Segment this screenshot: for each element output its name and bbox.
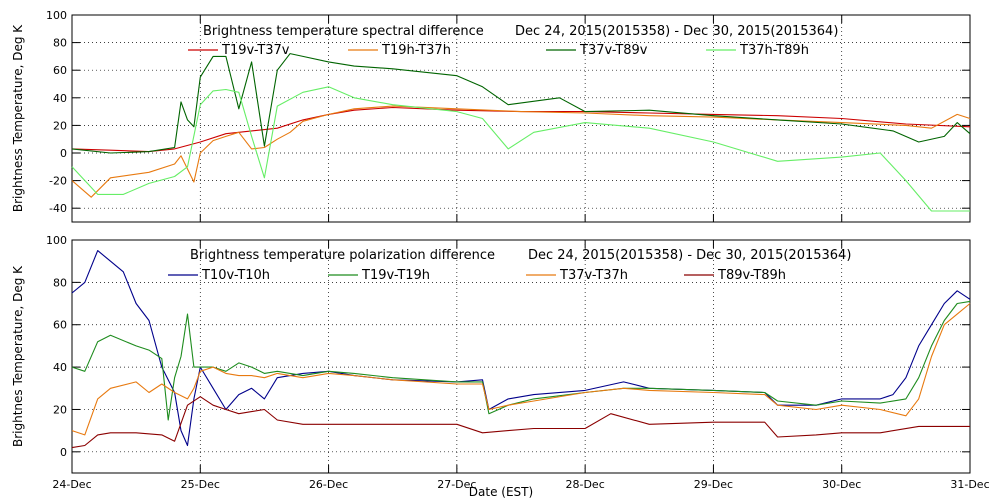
grid-lines bbox=[71, 14, 971, 222]
x-axis-label: Date (EST) bbox=[469, 485, 533, 499]
series-lines bbox=[71, 250, 971, 449]
y-tick-label: 60 bbox=[53, 319, 67, 332]
legend-label: T19v-T19h bbox=[361, 268, 430, 283]
x-tick-labels: 24-Dec 25-Dec 26-Dec 27-Dec 28-Dec 29-Dec 30-D… bbox=[52, 478, 989, 491]
plot-frame bbox=[71, 239, 971, 474]
series-line-t37h-t89h bbox=[71, 86, 970, 212]
y-tick-label: 0 bbox=[60, 147, 67, 160]
chart-title: Brightness temperature polarization diff… bbox=[190, 248, 495, 263]
series-lines bbox=[71, 53, 971, 212]
polarization-difference-panel: 0 20 40 60 80 100 24-Dec 25-Dec 26-Dec 27-Dec 28-… bbox=[11, 234, 990, 499]
x-tick-label: 27-Dec bbox=[437, 478, 476, 491]
y-axis-label: Brightnes Temperature, Deg K bbox=[11, 265, 25, 447]
y-tick-label: 40 bbox=[53, 361, 67, 374]
x-tick-label: 24-Dec bbox=[52, 478, 91, 491]
legend-label: T19h-T37h bbox=[381, 43, 451, 58]
legend-label: T37v-T37h bbox=[559, 268, 628, 283]
y-tick-label: 100 bbox=[46, 9, 67, 22]
x-tick-label: 30-Dec bbox=[822, 478, 861, 491]
y-tick-label: 80 bbox=[53, 37, 67, 50]
spectral-difference-panel: -40 -20 0 20 40 60 80 100 T19v-T37v T19h-T37h T37… bbox=[11, 9, 971, 223]
x-tick-label: 31-Dec bbox=[950, 478, 989, 491]
y-tick-label: 20 bbox=[53, 119, 67, 132]
legend-label: T10v-T10h bbox=[201, 268, 270, 283]
date-range-label: Dec 24, 2015(2015358) - Dec 30, 2015(201… bbox=[528, 248, 851, 263]
series-line-t37v-t37h bbox=[71, 303, 971, 436]
legend: T19v-T37v T19h-T37h T37v-T89v T37h-T89h bbox=[188, 43, 809, 58]
y-tick-labels: -40 -20 0 20 40 60 80 100 bbox=[46, 9, 67, 215]
y-tick-label: -40 bbox=[49, 202, 67, 215]
y-axis-label: Brightness Temperature, Deg K bbox=[11, 24, 25, 212]
series-line-t19h-t37h bbox=[71, 105, 971, 198]
x-tick-label: 25-Dec bbox=[181, 478, 220, 491]
series-line-t89v-t89h bbox=[71, 396, 970, 449]
grid-lines bbox=[71, 239, 971, 473]
y-tick-label: 20 bbox=[53, 403, 67, 416]
y-tick-label: 0 bbox=[60, 446, 67, 459]
x-tick-label: 29-Dec bbox=[694, 478, 733, 491]
y-tick-label: 40 bbox=[53, 92, 67, 105]
legend-label: T19v-T37v bbox=[221, 43, 290, 58]
y-tick-label: 100 bbox=[46, 234, 67, 247]
legend-label: T37v-T89v bbox=[579, 43, 648, 58]
legend-label: T89v-T89h bbox=[717, 268, 786, 283]
y-tick-labels: 0 20 40 60 80 100 bbox=[46, 234, 67, 459]
y-tick-label: 80 bbox=[53, 276, 67, 289]
x-tick-label: 28-Dec bbox=[566, 478, 605, 491]
y-tick-label: 60 bbox=[53, 64, 67, 77]
series-line-t19v-t37v bbox=[71, 106, 971, 153]
date-range-label: Dec 24, 2015(2015358) - Dec 30, 2015(201… bbox=[515, 24, 838, 39]
series-line-t19v-t19h bbox=[71, 300, 971, 421]
x-tick-label: 26-Dec bbox=[309, 478, 348, 491]
y-tick-label: -20 bbox=[49, 175, 67, 188]
chart-title: Brightness temperature spectral differen… bbox=[203, 24, 484, 39]
legend-label: T37h-T89h bbox=[739, 43, 809, 58]
legend: T10v-T10h T19v-T19h T37v-T37h T89v-T89h bbox=[168, 268, 786, 283]
series-line-t37v-t89v bbox=[71, 53, 971, 154]
